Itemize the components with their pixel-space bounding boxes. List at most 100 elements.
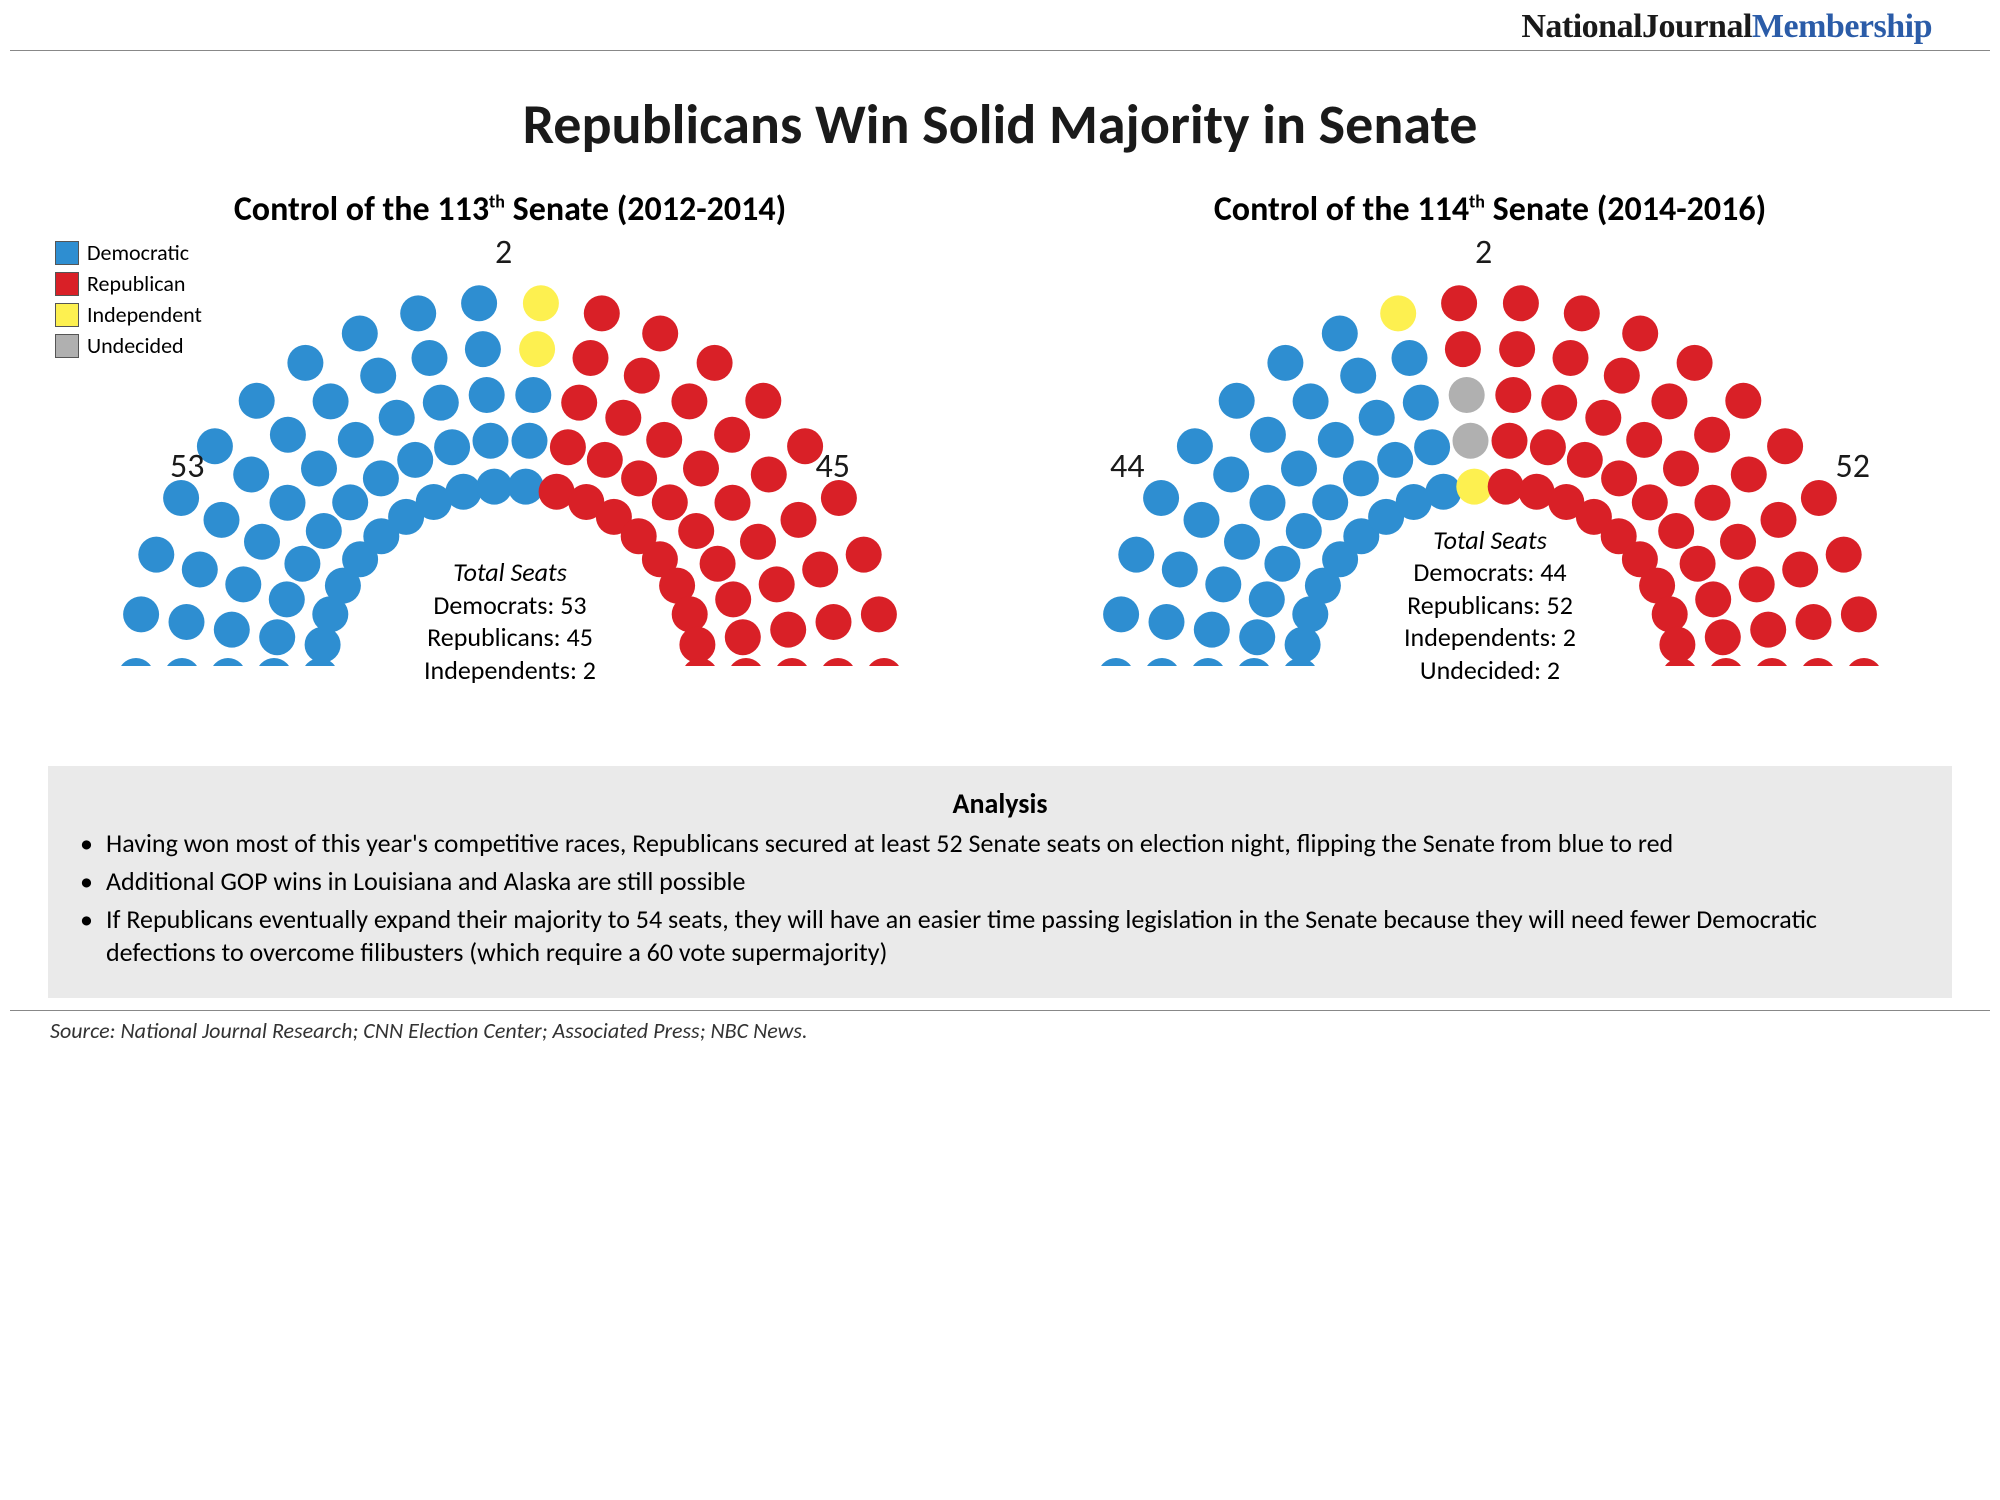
seat-dot — [1694, 417, 1730, 453]
seat-dot — [573, 340, 609, 376]
seat-dot — [1414, 429, 1450, 465]
seat-dot — [1499, 331, 1535, 367]
chart-113-title: Control of the 113th Senate (2012-2014) — [55, 189, 965, 230]
seat-dot — [605, 400, 641, 436]
seat-dot — [306, 513, 342, 549]
seat-dot — [550, 429, 586, 465]
totals-114: Total Seats Democrats: 44Republicans: 52… — [1035, 524, 1945, 687]
seat-dot — [360, 358, 396, 394]
seat-dot — [434, 429, 470, 465]
seat-dot — [1250, 485, 1286, 521]
seat-dot — [1456, 469, 1492, 505]
analysis-list: Having won most of this year's competiti… — [72, 827, 1928, 970]
analysis-bullet: Having won most of this year's competiti… — [80, 827, 1928, 861]
seat-dot — [1767, 428, 1803, 464]
seat-dot — [1626, 422, 1662, 458]
analysis-bullet: Additional GOP wins in Louisiana and Ala… — [80, 865, 1928, 899]
seat-dot — [1488, 469, 1524, 505]
seat-dot — [1281, 451, 1317, 487]
seat-dot — [397, 442, 433, 478]
hemicycle-113: 53 2 45 Total Seats Democrats: 53Republi… — [55, 236, 965, 696]
seat-dot — [1564, 295, 1600, 331]
seat-dot — [1219, 383, 1255, 419]
seat-dot — [519, 331, 555, 367]
seat-dot — [1340, 358, 1376, 394]
seat-dot — [1677, 345, 1713, 381]
seat-dot — [465, 331, 501, 367]
seat-dot — [751, 457, 787, 493]
seat-dot — [270, 417, 306, 453]
seat-dot — [1530, 429, 1566, 465]
seat-dot — [1601, 460, 1637, 496]
page-title: Republicans Win Solid Majority in Senate — [0, 91, 2000, 159]
masthead: NationalJournalMembership — [10, 0, 1990, 51]
brand-primary: NationalJournal — [1521, 8, 1752, 45]
totals-line: Republicans: 45 — [55, 621, 965, 654]
analysis-bullet: If Republicans eventually expand their m… — [80, 903, 1928, 971]
seat-dot — [508, 469, 544, 505]
totals-line: Democrats: 53 — [55, 589, 965, 622]
seat-dot — [204, 502, 240, 538]
seat-dot — [400, 295, 436, 331]
seat-dot — [423, 385, 459, 421]
seat-dot — [1250, 417, 1286, 453]
label-rep-count: 45 — [816, 446, 850, 487]
seat-dot — [678, 513, 714, 549]
analysis-heading: Analysis — [72, 786, 1928, 821]
seat-dot — [363, 460, 399, 496]
source-line: Source: National Journal Research; CNN E… — [10, 1010, 1990, 1044]
seat-dot — [515, 377, 551, 413]
seat-dot — [1622, 316, 1658, 352]
totals-line: Undecided: 2 — [1035, 654, 1945, 687]
chart-113: Control of the 113th Senate (2012-2014) … — [55, 189, 965, 696]
seat-dot — [1585, 400, 1621, 436]
seat-dot — [338, 422, 374, 458]
seat-dot — [1449, 377, 1485, 413]
seat-dot — [1343, 460, 1379, 496]
seat-dot — [561, 385, 597, 421]
seat-dot — [1567, 442, 1603, 478]
label-ind-count: 2 — [1475, 232, 1492, 273]
seat-dot — [270, 485, 306, 521]
analysis-box: Analysis Having won most of this year's … — [48, 766, 1952, 998]
seat-dot — [379, 400, 415, 436]
label-dem-count: 44 — [1110, 446, 1144, 487]
seat-dot — [301, 451, 337, 487]
seat-dot — [1541, 385, 1577, 421]
seat-dot — [621, 460, 657, 496]
seat-dot — [342, 316, 378, 352]
seat-dot — [745, 383, 781, 419]
seat-dot — [1632, 484, 1668, 520]
seat-dot — [683, 451, 719, 487]
seat-dot — [1495, 377, 1531, 413]
seat-dot — [1403, 385, 1439, 421]
chart-114: Control of the 114th Senate (2014-2016) … — [1035, 189, 1945, 696]
seat-dot — [1725, 383, 1761, 419]
seat-dot — [1492, 423, 1528, 459]
seat-dot — [244, 524, 280, 560]
seat-dot — [1453, 423, 1489, 459]
seat-dot — [1801, 480, 1837, 516]
charts-row: Control of the 113th Senate (2012-2014) … — [0, 169, 2000, 706]
seat-dot — [1293, 383, 1329, 419]
seat-dot — [697, 345, 733, 381]
seat-dot — [646, 422, 682, 458]
chart-114-title: Control of the 114th Senate (2014-2016) — [1035, 189, 1945, 230]
seat-dot — [239, 383, 275, 419]
seat-dot — [469, 377, 505, 413]
seat-dot — [1392, 340, 1428, 376]
seat-dot — [587, 442, 623, 478]
seat-dot — [1143, 480, 1179, 516]
seat-dot — [1267, 345, 1303, 381]
seat-dot — [1312, 484, 1348, 520]
seat-dot — [445, 474, 481, 510]
totals-line: Independents: 2 — [1035, 621, 1945, 654]
seat-dot — [624, 358, 660, 394]
seat-dot — [740, 524, 776, 560]
seat-dot — [584, 295, 620, 331]
seat-dot — [1663, 451, 1699, 487]
seat-dot — [1380, 295, 1416, 331]
seat-dot — [714, 417, 750, 453]
seat-dot — [642, 316, 678, 352]
label-ind-count: 2 — [495, 232, 512, 273]
